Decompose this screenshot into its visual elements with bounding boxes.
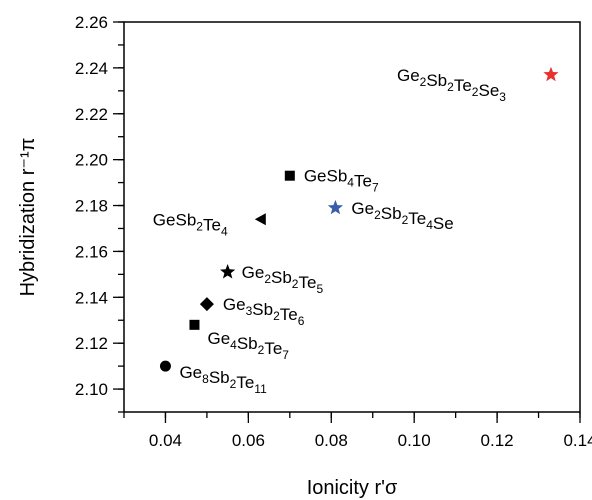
circle-marker (159, 360, 171, 372)
x-tick-label: 0.10 (398, 431, 431, 450)
y-tick-label: 2.18 (75, 197, 108, 216)
x-tick-label: 0.08 (315, 431, 348, 450)
square-marker (284, 170, 295, 181)
x-axis-title: Ionicity r'σ (307, 477, 398, 499)
triangle-marker (254, 213, 266, 226)
point-label: GeSb4Te7 (304, 167, 379, 195)
point-label: Ge2Sb2Te5 (242, 263, 324, 296)
x-axis-ticks: 0.04 0.06 0.08 0.10 0.12 0.14 (123, 412, 592, 450)
point-labels: Ge2Sb2Te2Se3 GeSb4Te7 Ge2Sb2Te4Se GeSb2Te4 G… (153, 66, 506, 396)
plot-border (123, 21, 581, 413)
y-axis-title: Hybridization r⁻¹π (17, 138, 39, 297)
x-tick-label: 0.14 (563, 431, 592, 450)
y-tick-label: 2.22 (75, 105, 108, 124)
x-tick-label: 0.06 (232, 431, 265, 450)
point-label: Ge3Sb2Te6 (223, 295, 305, 328)
diamond-marker (199, 297, 214, 312)
point-label: Ge4Sb2Te7 (207, 329, 289, 362)
x-tick-label: 0.04 (149, 431, 182, 450)
y-tick-label: 2.26 (75, 13, 108, 32)
point-label: Ge2Sb2Te2Se3 (397, 66, 506, 104)
point-label: Ge2Sb2Te4Se (351, 199, 453, 233)
y-tick-label: 2.16 (75, 242, 108, 261)
y-tick-label: 2.24 (75, 59, 108, 78)
y-tick-label: 2.20 (75, 151, 108, 170)
y-tick-label: 2.14 (75, 288, 108, 307)
y-tick-label: 2.10 (75, 380, 108, 399)
star-marker (327, 199, 344, 215)
point-label: Ge8Sb2Te11 (179, 363, 267, 396)
square-marker (189, 319, 200, 330)
x-tick-label: 0.12 (481, 431, 514, 450)
y-tick-label: 2.12 (75, 334, 108, 353)
y-axis-ticks: 2.10 2.12 2.14 2.16 2.18 2.20 2.22 2.24 2.26 (75, 13, 124, 413)
point-label: GeSb2Te4 (153, 210, 228, 238)
data-points (159, 66, 559, 372)
star-marker (543, 66, 559, 82)
star-marker (220, 264, 236, 279)
plot-frame (123, 21, 581, 413)
